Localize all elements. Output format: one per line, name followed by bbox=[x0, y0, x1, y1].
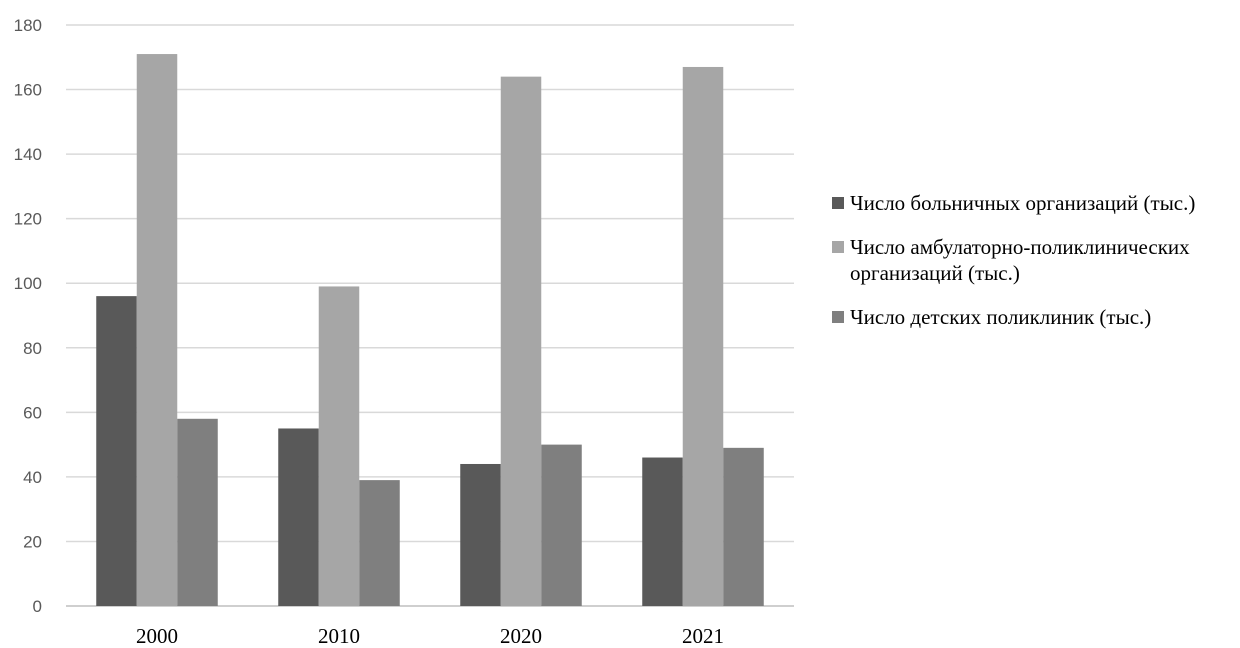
legend-swatch-childrens-clinics bbox=[832, 311, 844, 323]
bar bbox=[500, 76, 542, 606]
bar bbox=[541, 444, 582, 606]
bar bbox=[318, 286, 360, 606]
y-tick-label: 120 bbox=[14, 210, 42, 229]
legend: Число больничных организаций (тыс.) Числ… bbox=[832, 190, 1232, 348]
y-tick-label: 140 bbox=[14, 145, 42, 164]
legend-item-childrens-clinics: Число детских поликлиник (тыс.) bbox=[832, 304, 1232, 330]
y-tick-label: 160 bbox=[14, 81, 42, 100]
legend-item-outpatient: Число амбулаторно-поликлинических органи… bbox=[832, 234, 1232, 286]
y-tick-label: 20 bbox=[23, 532, 42, 551]
x-tick-label: 2010 bbox=[318, 624, 360, 648]
bar bbox=[359, 480, 400, 606]
bar bbox=[136, 54, 178, 607]
y-tick-label: 0 bbox=[33, 597, 42, 616]
bar bbox=[177, 418, 218, 606]
legend-item-hospitals: Число больничных организаций (тыс.) bbox=[832, 190, 1232, 216]
legend-swatch-outpatient bbox=[832, 241, 844, 253]
legend-label-childrens-clinics: Число детских поликлиник (тыс.) bbox=[850, 305, 1152, 329]
x-tick-label: 2000 bbox=[136, 624, 178, 648]
x-tick-label: 2020 bbox=[500, 624, 542, 648]
y-tick-label: 100 bbox=[14, 274, 42, 293]
x-tick-label: 2021 bbox=[682, 624, 724, 648]
bar bbox=[96, 296, 137, 606]
y-tick-label: 180 bbox=[14, 16, 42, 35]
y-tick-label: 60 bbox=[23, 403, 42, 422]
y-tick-label: 40 bbox=[23, 468, 42, 487]
y-tick-label: 80 bbox=[23, 339, 42, 358]
legend-label-hospitals: Число больничных организаций (тыс.) bbox=[850, 191, 1196, 215]
bar bbox=[460, 463, 501, 606]
bar bbox=[642, 457, 683, 606]
bar bbox=[723, 447, 764, 606]
bar bbox=[682, 66, 724, 606]
bar bbox=[278, 428, 319, 606]
legend-label-outpatient: Число амбулаторно-поликлинических органи… bbox=[850, 235, 1190, 285]
legend-swatch-hospitals bbox=[832, 197, 844, 209]
